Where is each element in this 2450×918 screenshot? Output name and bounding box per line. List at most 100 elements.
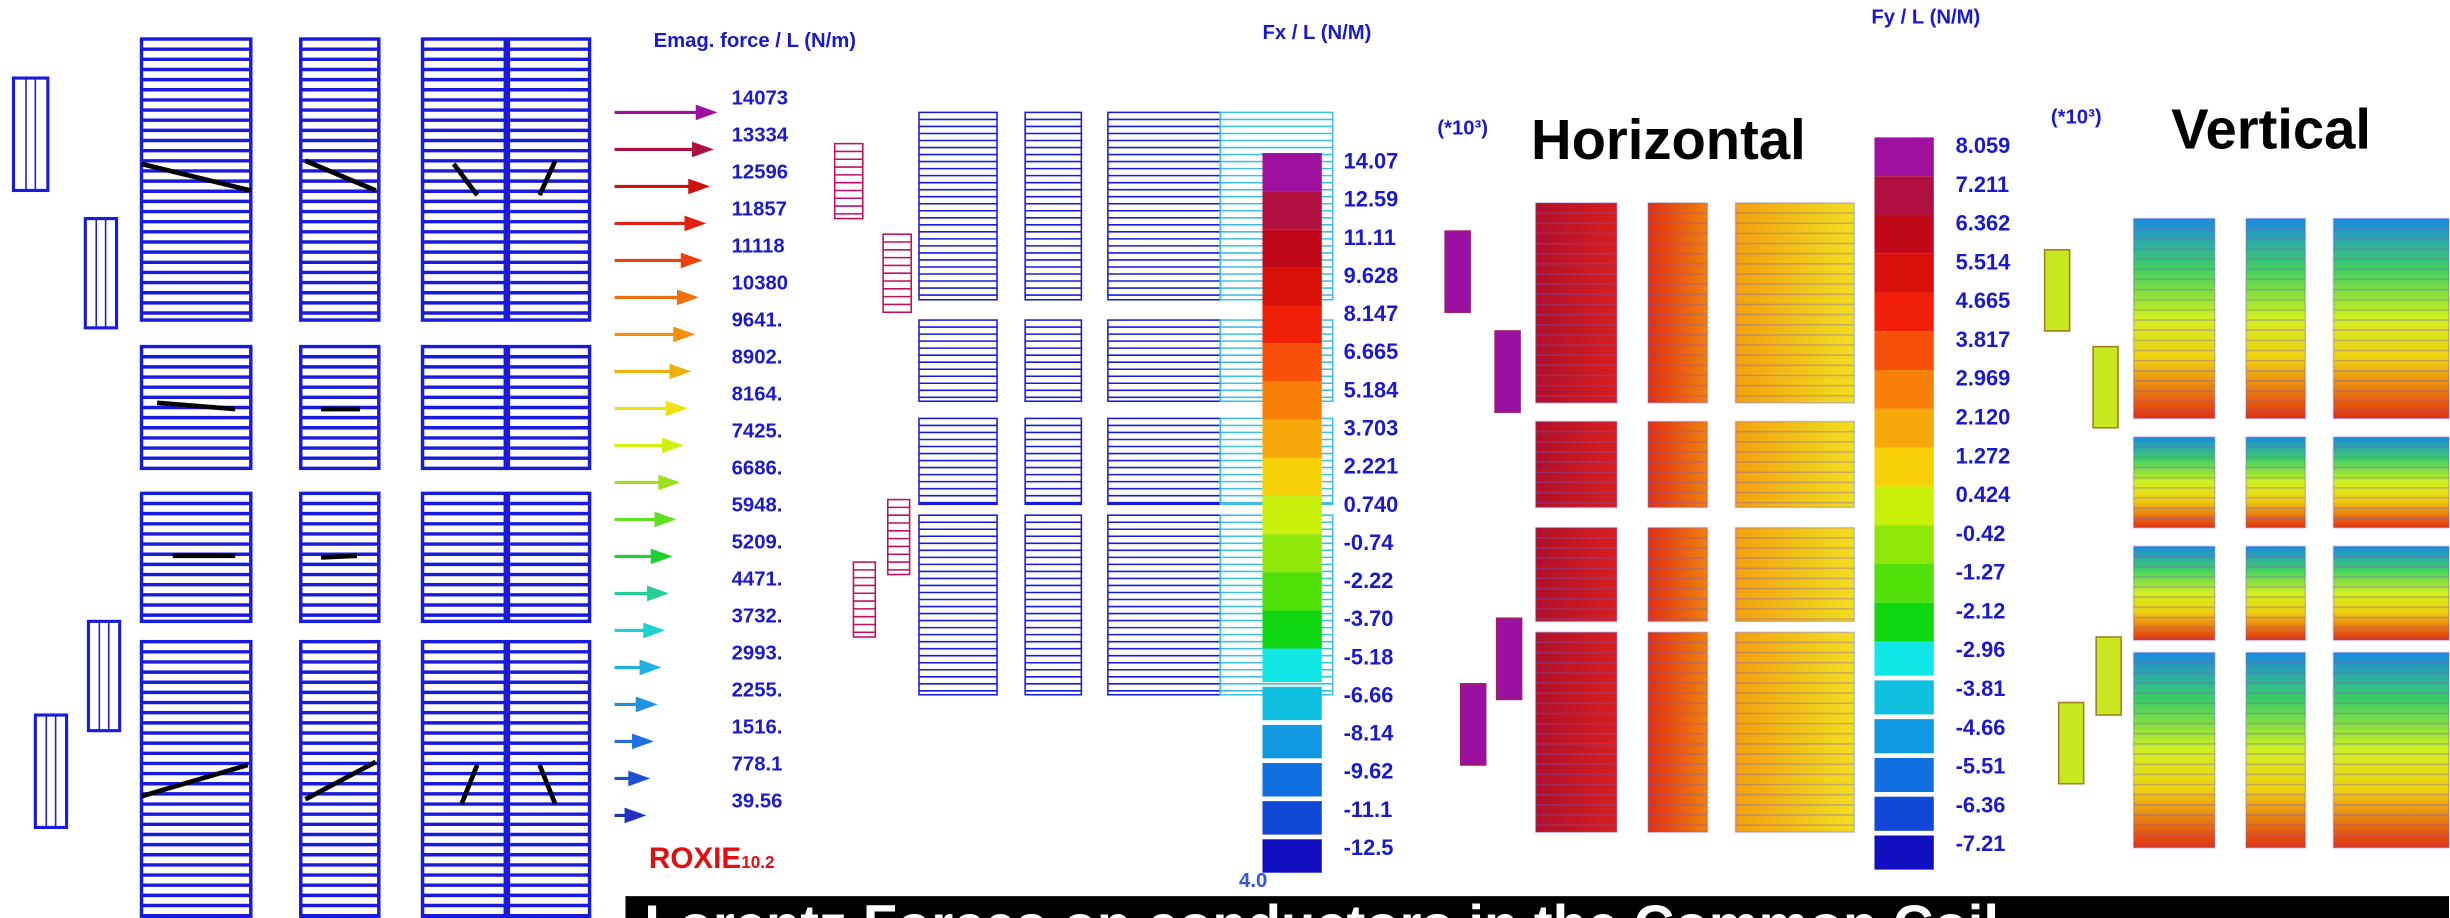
colorbar-cell: [1874, 602, 1934, 642]
block: [506, 639, 592, 918]
fx-heading: Horizontal: [1531, 108, 1806, 171]
force-arrow: [140, 161, 252, 193]
block-fill: [2246, 652, 2306, 848]
colorbar-label: 4.665: [1956, 288, 2011, 313]
small-block: [86, 619, 122, 733]
colorbar-cell: [1874, 214, 1934, 254]
colorbar-label: -5.18: [1344, 644, 1394, 669]
block-fill: [1735, 527, 1855, 622]
colorbar-label: -9.62: [1344, 759, 1394, 784]
colorbar-label: 5.184: [1344, 377, 1400, 402]
block: [2245, 651, 2307, 849]
colorbar-cell: [1262, 534, 1322, 573]
block: [299, 491, 381, 624]
block: [2332, 436, 2450, 529]
colorbar-cell: [1874, 680, 1934, 715]
legend-arrow: [614, 770, 651, 787]
legend-value: 7425.: [732, 421, 783, 443]
colorbar-label: 8.059: [1956, 133, 2011, 158]
legend-value: 8164.: [732, 384, 783, 406]
block: [1534, 420, 1618, 509]
small-heat: [1444, 230, 1471, 314]
block: [2332, 217, 2450, 420]
fy-title: Fy / L (N/M): [1871, 6, 1980, 28]
block-fill: [2246, 546, 2306, 641]
colorbar-cell: [1874, 641, 1934, 676]
block-fill: [1535, 421, 1617, 508]
block: [1534, 631, 1618, 833]
block: [1024, 319, 1083, 403]
legend-value: 5209.: [732, 532, 783, 554]
colorbar-cell: [1262, 191, 1322, 230]
colorbar-cell: [1262, 724, 1322, 759]
colorbar-label: 11.11: [1344, 225, 1396, 250]
colorbar-cell: [1262, 458, 1322, 497]
block: [1647, 420, 1709, 509]
legend-value: 6686.: [732, 458, 783, 480]
small-block: [11, 76, 50, 193]
block: [2132, 651, 2216, 849]
colorbar-cell: [1262, 801, 1322, 835]
legend-arrow: [614, 622, 666, 639]
legend-value: 2255.: [732, 680, 783, 702]
colorbar-cell: [1874, 370, 1934, 409]
colorbar-label: 6.362: [1956, 211, 2011, 236]
legend-value: 9641.: [732, 310, 783, 332]
legend-value: 4471.: [732, 569, 783, 591]
legend-value: 10380: [732, 273, 788, 295]
legend-arrow: [614, 733, 654, 750]
legend-arrow: [614, 400, 688, 417]
colorbar-label: 2.120: [1956, 404, 2011, 429]
colorbar-label: -5.51: [1956, 754, 2006, 779]
block: [1647, 202, 1709, 404]
colorbar-cell: [1262, 648, 1322, 683]
colorbar-cell: [1262, 153, 1322, 192]
block-fill: [1735, 421, 1855, 508]
colorbar-cell: [1262, 381, 1322, 420]
colorbar-label: -2.12: [1956, 598, 2006, 623]
block-fill: [1648, 527, 1708, 622]
block: [1734, 420, 1855, 509]
colorbar-cell: [1874, 564, 1934, 603]
block: [2132, 217, 2216, 420]
block-fill: [2333, 437, 2449, 528]
legend-value: 8902.: [732, 347, 783, 369]
block: [833, 142, 864, 220]
legend-value: 1516.: [732, 717, 783, 739]
force-arrow: [304, 158, 377, 193]
colorbar-label: -6.36: [1956, 792, 2006, 817]
legend-arrow: [614, 474, 681, 491]
block: [852, 561, 877, 638]
colorbar-cell: [1874, 486, 1934, 526]
block: [139, 491, 253, 624]
legend-value: 12596: [732, 162, 788, 184]
block: [2132, 545, 2216, 641]
colorbar-cell: [1874, 835, 1934, 870]
block-fill: [2246, 437, 2306, 528]
small-heat: [2043, 249, 2071, 332]
plots: [11, 37, 2450, 918]
legend-value: 13334: [732, 125, 789, 147]
legend-arrow: [614, 326, 696, 343]
small-heat: [2057, 701, 2085, 785]
colorbar-label: -2.96: [1956, 637, 2006, 662]
legend-arrow: [614, 437, 684, 454]
block-fill: [2133, 652, 2215, 848]
block: [1534, 202, 1618, 404]
colorbar-label: -2.22: [1344, 568, 1394, 593]
block-fill: [1535, 527, 1617, 622]
block: [918, 514, 998, 696]
block: [420, 639, 507, 918]
block: [918, 319, 998, 403]
block-fill: [2333, 546, 2449, 641]
colorbar-label: 0.740: [1344, 492, 1399, 517]
colorbar-cell: [1874, 331, 1934, 371]
block: [1107, 319, 1222, 403]
colorbar-cell: [1874, 292, 1934, 332]
block: [1534, 526, 1618, 623]
block: [2132, 436, 2216, 529]
legend-value: 39.56: [732, 791, 783, 813]
colorbar-cell: [1262, 686, 1322, 721]
colorbar-cell: [1262, 305, 1322, 344]
